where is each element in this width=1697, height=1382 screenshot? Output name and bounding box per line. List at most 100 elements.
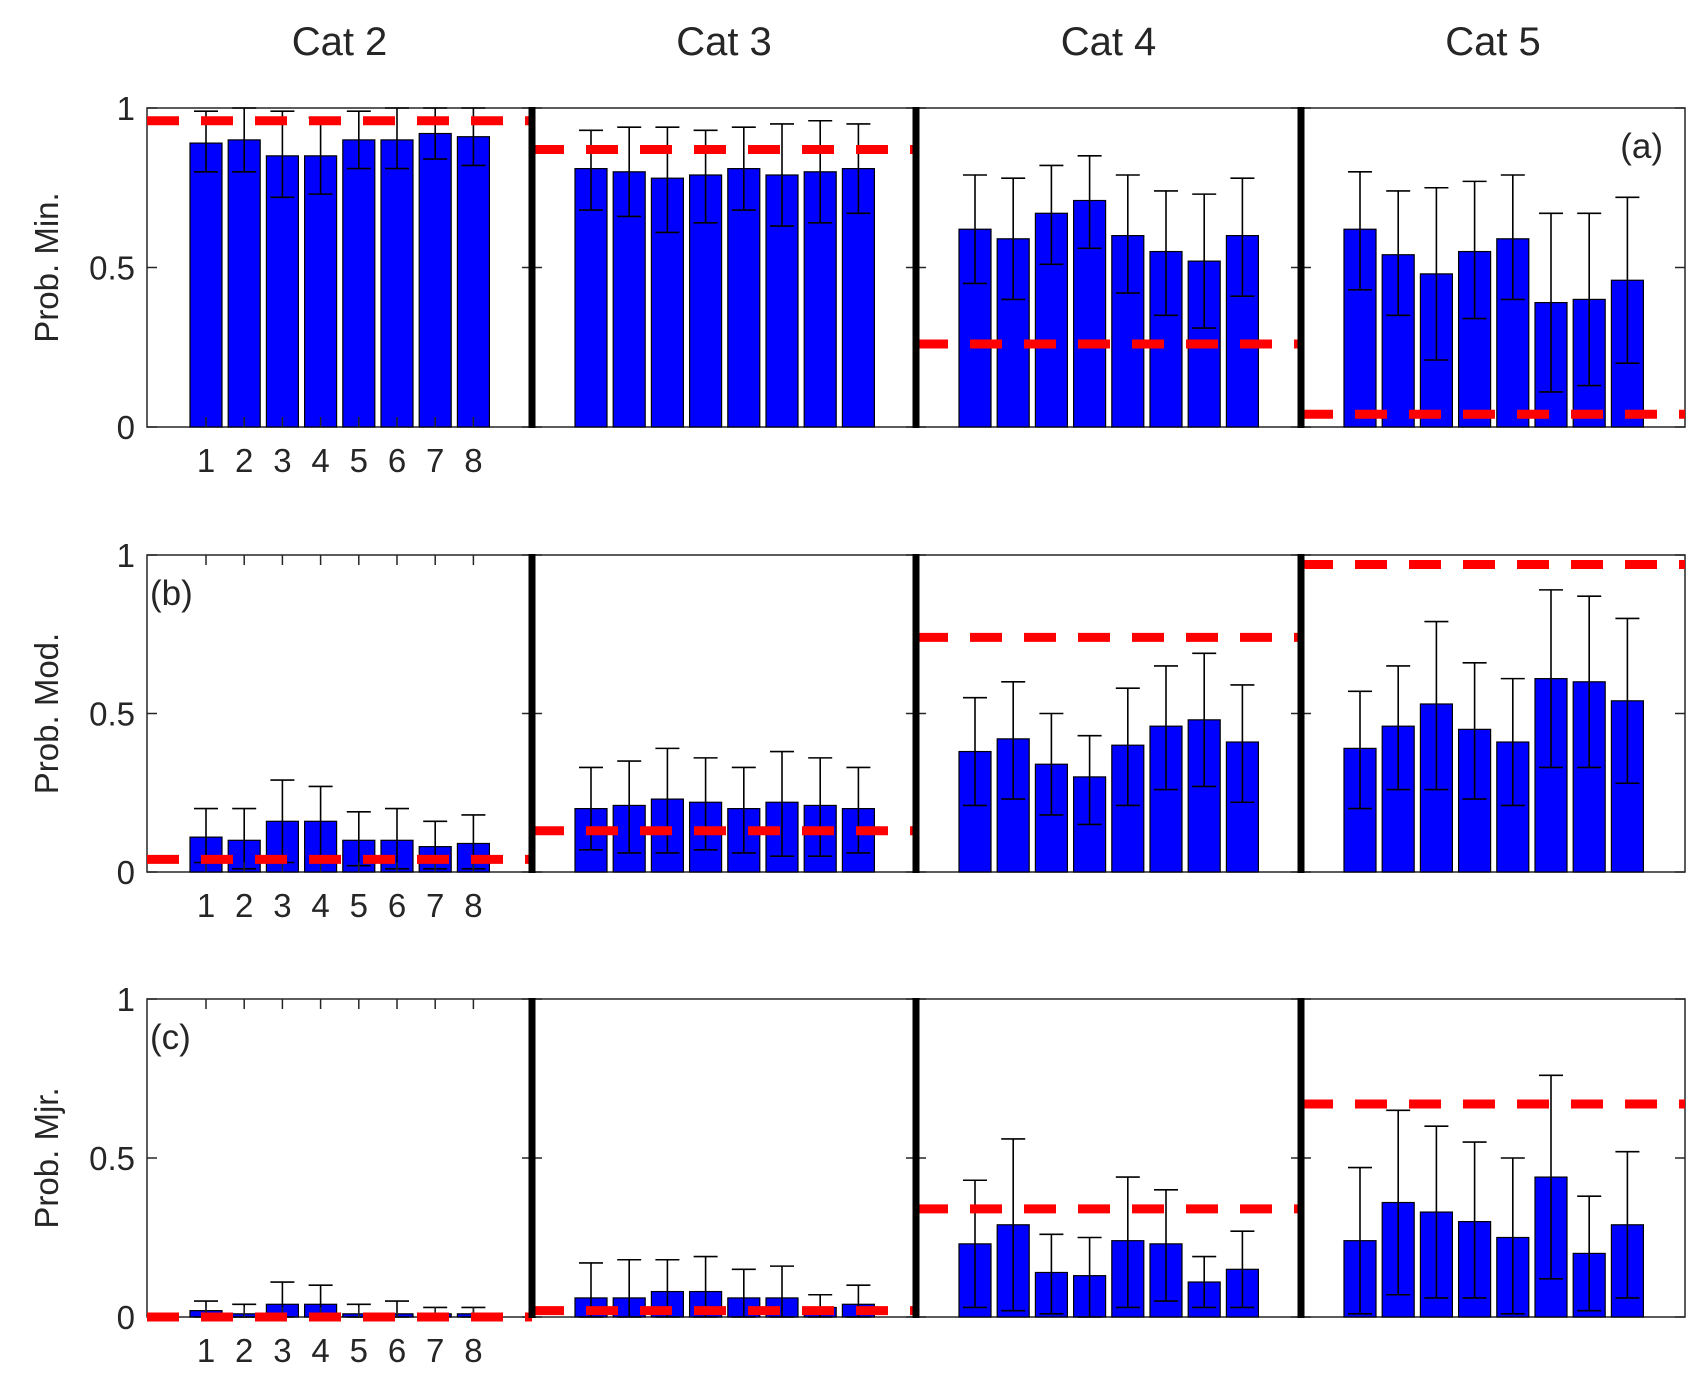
bar-group: [612, 126, 646, 428]
panel-cat-5: [1300, 554, 1686, 873]
bar-group: [1534, 212, 1568, 428]
y-tick-label: 0.5: [89, 696, 135, 733]
bar-group: [342, 110, 376, 428]
x-tick-label: 7: [426, 1332, 444, 1369]
x-tick-label: 4: [311, 1332, 329, 1369]
bar-group: [765, 123, 799, 428]
bar-group: [1610, 617, 1645, 873]
bar-group: [1457, 661, 1492, 873]
bar: [418, 132, 452, 428]
bar: [265, 155, 299, 428]
bar-group: [996, 1138, 1030, 1318]
column-title-1: Cat 2: [292, 20, 388, 64]
bar: [727, 168, 761, 428]
bar-group: [688, 757, 723, 873]
bar-group: [1419, 1125, 1454, 1318]
x-tick-label: 1: [197, 442, 215, 479]
x-tick-label: 6: [388, 442, 406, 479]
bar-group: [1225, 177, 1260, 428]
bar-group: [958, 174, 992, 428]
y-tick-label: 1: [117, 537, 135, 574]
y-tick-label: 1: [117, 90, 135, 127]
panel-frame: [146, 554, 533, 873]
bar-group: [1419, 186, 1454, 428]
bar-group: [1111, 687, 1145, 873]
x-tick-label: 4: [311, 442, 329, 479]
bar-group: [1187, 193, 1221, 428]
panel-label: (b): [150, 574, 193, 613]
x-tick-label: 3: [273, 442, 291, 479]
bar-group: [304, 116, 338, 428]
bar-group: [727, 126, 761, 428]
bar-group: [1572, 212, 1606, 428]
row-3: Prob. Mjr.00.511 2 3 4 5 6 7 8(c): [28, 981, 1686, 1369]
bar-group: [574, 129, 608, 428]
bar-group: [456, 107, 490, 428]
bar-group: [803, 119, 837, 428]
y-axis-label: Prob. Mod.: [28, 633, 65, 794]
x-tick-label: 8: [464, 887, 482, 924]
x-tick-label: 2: [235, 1332, 253, 1369]
column-title-4: Cat 5: [1445, 20, 1541, 64]
bar-group: [1149, 665, 1183, 873]
x-tick-label: 8: [464, 1332, 482, 1369]
bar-group: [1610, 196, 1645, 428]
bar-group: [1149, 1189, 1183, 1318]
bar-group: [1381, 665, 1415, 873]
row-2: Prob. Mod.00.511 2 3 4 5 6 7 8(b): [28, 537, 1686, 924]
bar: [1534, 678, 1568, 873]
bar-group: [650, 747, 685, 873]
bar-group: [803, 757, 837, 873]
x-tick-label: 6: [388, 887, 406, 924]
bar-group: [1343, 690, 1377, 873]
panel-cat-5: [1300, 998, 1686, 1318]
panel-frame: [146, 998, 533, 1318]
x-tick-label: 5: [350, 1332, 368, 1369]
bar-group: [1072, 734, 1107, 873]
panel-cat-4: [915, 554, 1302, 873]
bar-group: [1149, 190, 1183, 428]
bar-group: [1496, 1157, 1530, 1318]
bar: [380, 139, 414, 428]
bar-group: [1381, 1109, 1415, 1318]
y-tick-label: 0.5: [89, 1140, 135, 1177]
bar: [456, 136, 490, 428]
bar-group: [1187, 1255, 1221, 1318]
bar-group: [650, 126, 685, 428]
bar-group: [418, 107, 452, 428]
bar-group: [1572, 595, 1606, 873]
x-tick-label: 5: [350, 887, 368, 924]
x-tick-label: 2: [235, 442, 253, 479]
x-tick-label: 3: [273, 1332, 291, 1369]
bar-group: [1343, 1166, 1377, 1318]
bar: [342, 139, 376, 428]
bar-group: [1225, 1230, 1260, 1318]
bar-group: [1343, 171, 1377, 428]
bar-group: [380, 107, 414, 428]
bar-group: [688, 129, 723, 428]
bar-group: [1496, 677, 1530, 873]
row-1: Prob. Min.00.511 2 3 4 5 6 7 8(a): [28, 90, 1686, 479]
x-tick-label: 3: [273, 887, 291, 924]
bar-group: [841, 123, 876, 428]
panel-cat-4: [915, 998, 1302, 1318]
bar-group: [1572, 1195, 1606, 1318]
column-title-3: Cat 4: [1061, 20, 1157, 64]
bar-group: [1072, 1236, 1107, 1318]
bar-group: [227, 107, 261, 428]
panel-cat-4: [915, 107, 1302, 428]
bar-group: [265, 110, 299, 428]
bar-group: [1111, 1176, 1145, 1318]
y-axis-label: Prob. Mjr.: [28, 1087, 65, 1228]
bar-group: [1034, 164, 1069, 428]
x-tick-label: 2: [235, 887, 253, 924]
bar-group: [612, 760, 646, 873]
bar: [304, 155, 338, 428]
bar-group: [1534, 1074, 1568, 1318]
x-tick-label: 7: [426, 887, 444, 924]
bar-group: [1111, 174, 1145, 428]
bar-group: [727, 766, 761, 873]
bar-group: [574, 766, 608, 873]
bar-group: [1457, 180, 1492, 428]
